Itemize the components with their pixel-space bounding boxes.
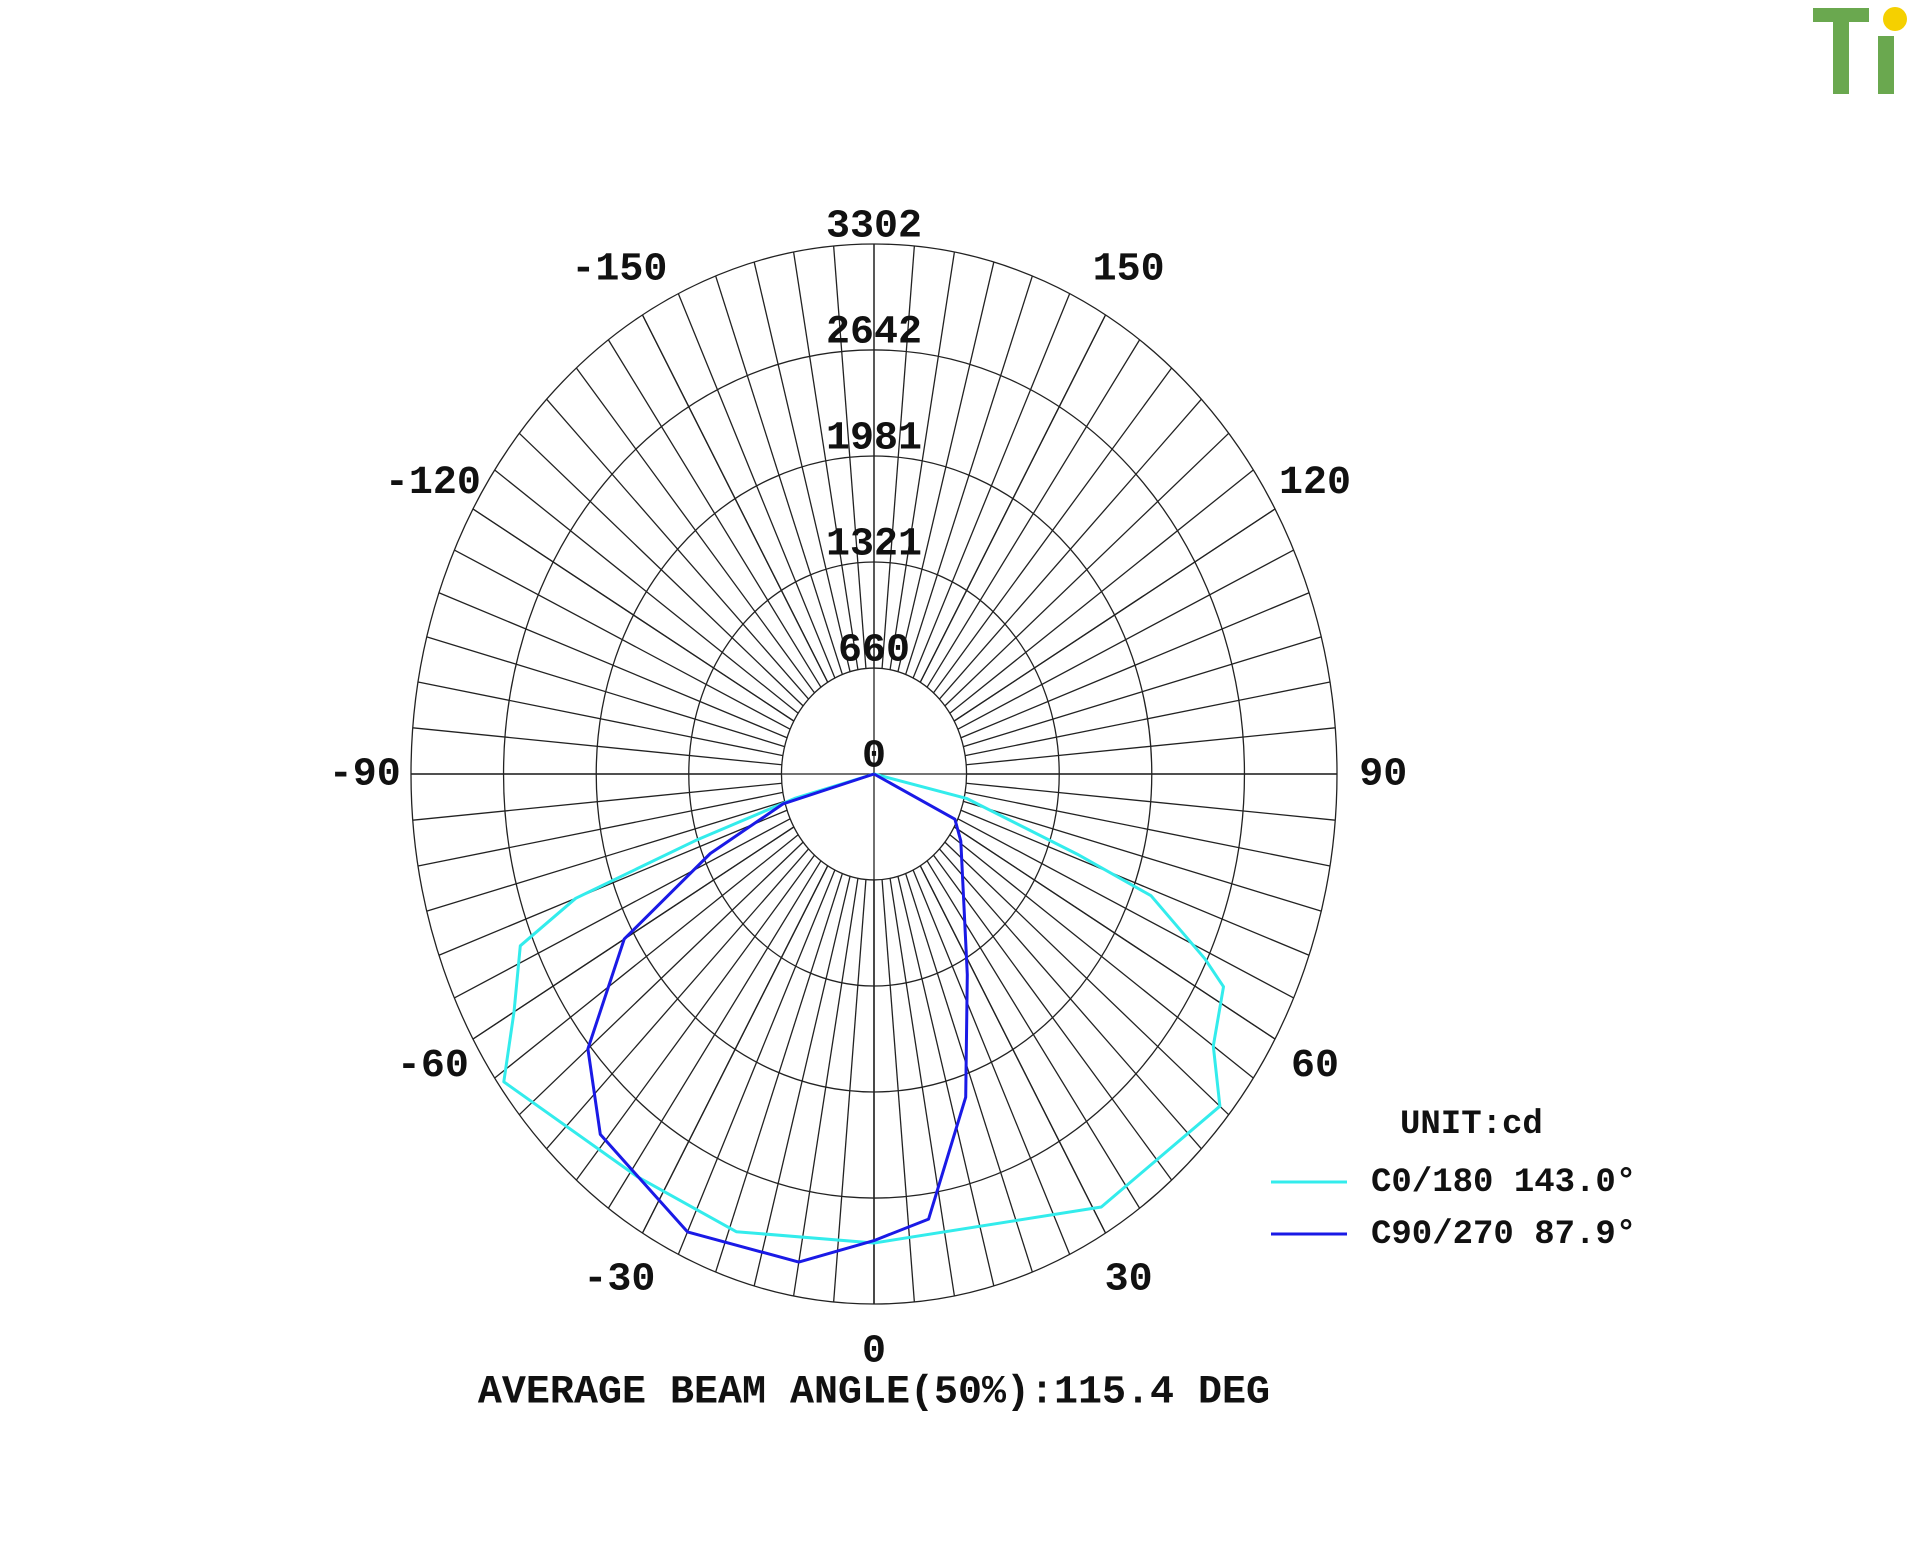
grid [410,243,1338,1305]
grid-spoke [607,339,822,688]
annotation: AVERAGE BEAM ANGLE(50%):115.4 DEG [478,1371,1270,1416]
angle-tick-label: 120 [1279,461,1351,506]
grid-spoke [438,592,788,739]
angle-tick [641,314,829,683]
grid-spoke [715,275,843,675]
grid-spoke [965,681,1331,757]
grid-spoke [912,869,1071,1255]
grid-spoke [897,876,995,1287]
grid-spoke [897,261,995,672]
angle-tick-label: 150 [1093,248,1165,293]
angle-tick-label: 30 [1105,1257,1153,1302]
grid-spoke [960,592,1310,739]
r-tick-label: 660 [838,629,910,674]
grid-spoke [546,398,810,700]
angle-tick [953,508,1276,722]
grid-spoke [575,854,816,1181]
grid-spoke [938,398,1202,700]
series-line [586,772,969,1264]
grid-spoke [426,636,785,748]
grid-spoke [949,469,1254,714]
grid-spoke [677,869,836,1255]
grid-spoke [575,367,816,694]
grid-spoke [792,878,859,1297]
r-tick-label: 2642 [826,310,922,355]
angle-tick [919,314,1107,683]
angle-tick [641,865,829,1234]
grid-spoke [963,636,1322,748]
grid-spoke [438,809,788,956]
grid-spoke [832,245,867,669]
grid-spoke [938,848,1202,1150]
plot-area [502,772,1225,1264]
grid-spoke [518,432,804,707]
angle-tick-label: -120 [385,461,481,506]
grid-spoke [966,727,1336,766]
grid-spoke [832,879,867,1303]
grid-spoke [960,809,1310,956]
grid-spoke [607,860,822,1209]
grid-spoke [957,818,1294,999]
grid-spoke [926,339,1141,688]
grid-spoke [905,275,1033,675]
grid-spoke [715,873,843,1273]
r-tick-label: 0 [862,735,886,780]
grid-spoke [518,841,804,1116]
grid-spoke [494,834,799,1079]
grid-spoke [889,251,956,670]
grid-spoke [965,791,1331,867]
legend-title: UNIT:cd [1400,1106,1543,1144]
angle-tick [953,826,1276,1040]
logo [1813,7,1907,94]
grid-spoke [412,727,782,766]
grid-spoke [963,800,1322,912]
grid-spoke [753,876,851,1287]
r-tick-label: 3302 [826,205,922,250]
angle-tick [472,826,795,1040]
angle-tick-label: 60 [1291,1044,1339,1089]
angle-tick [472,508,795,722]
r-tick-label: 1321 [826,523,922,568]
angle-tick-label: 0 [862,1330,886,1375]
grid-spoke [957,549,1294,730]
grid-spoke [417,681,783,757]
angle-tick-label: -150 [571,248,667,293]
angle-tick [919,865,1107,1234]
grid-spoke [966,782,1336,821]
grid-spoke [881,879,916,1303]
grid-spoke [889,878,956,1297]
grid-spoke [944,432,1230,707]
angle-tick-label: -30 [583,1257,655,1302]
grid-spoke [949,834,1254,1079]
grid-spoke [792,251,859,670]
grid-spoke [677,293,836,679]
grid-spoke [932,367,1173,694]
angle-tick-label: -60 [397,1044,469,1089]
grid-spoke [454,818,791,999]
r-tick-label: 1981 [826,417,922,462]
grid-spoke [412,782,782,821]
grid-spoke [417,791,783,867]
grid-spoke [546,848,810,1150]
grid-spoke [944,841,1230,1116]
legend-label: C0/180 143.0° [1371,1164,1636,1202]
grid-spoke [454,549,791,730]
angle-tick-label: 90 [1359,753,1407,798]
grid-spoke [753,261,851,672]
grid-spoke [932,854,1173,1181]
grid-spoke [881,245,916,669]
legend-label: C90/270 87.9° [1371,1216,1636,1254]
angle-tick-label: -90 [329,753,401,798]
grid-spoke [926,860,1141,1209]
series-line [502,772,1225,1245]
grid-spoke [494,469,799,714]
grid-spoke [426,800,785,912]
grid-spoke [905,873,1033,1273]
grid-spoke [912,293,1071,679]
